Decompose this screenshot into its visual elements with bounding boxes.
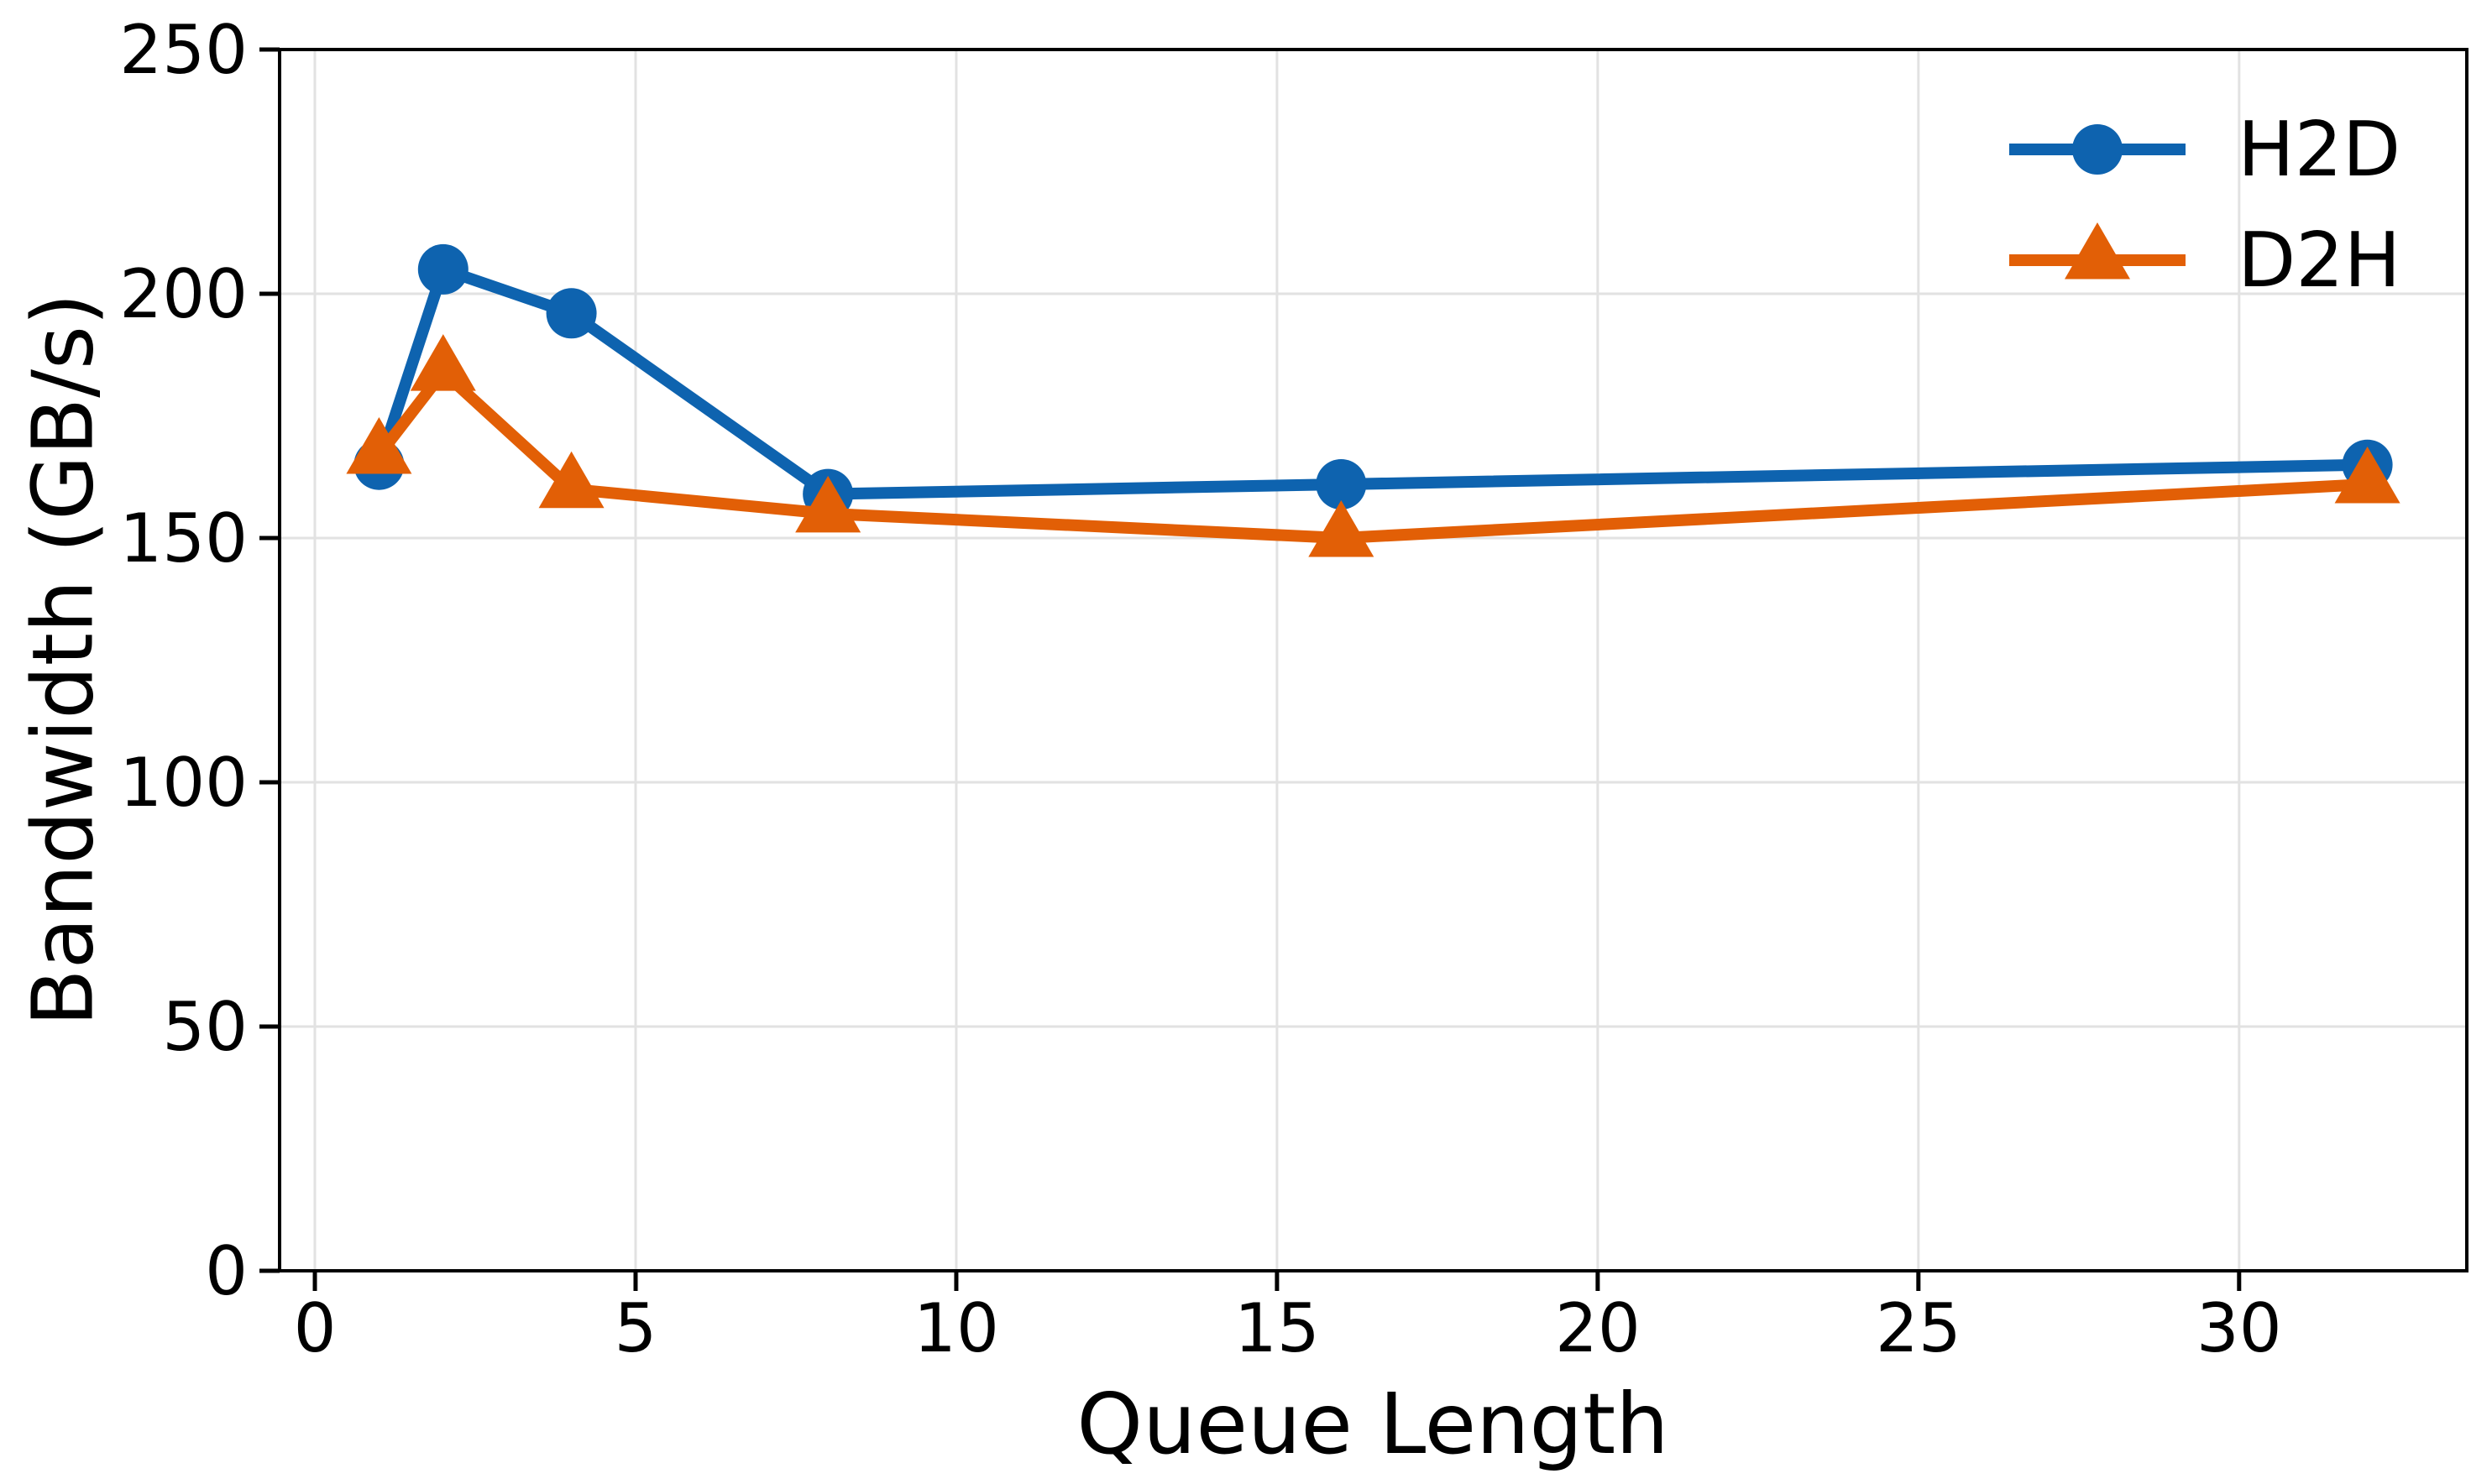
plot-border <box>278 48 2468 1272</box>
legend-label-d2h: D2H <box>2238 216 2401 305</box>
d2h-point-marker <box>346 417 412 474</box>
x-tick-label: 5 <box>615 1289 657 1367</box>
d2h-point-marker <box>2334 446 2400 504</box>
series-line <box>373 263 2368 500</box>
y-tick-label: 100 <box>119 744 248 822</box>
y-tick-label: 150 <box>119 499 248 577</box>
x-tick-label: 30 <box>2196 1289 2282 1367</box>
d2h-point-marker <box>410 334 476 391</box>
x-tick-label: 15 <box>1234 1289 1320 1367</box>
legend-sample-d2h <box>2009 222 2186 280</box>
y-tick-label: 50 <box>162 988 248 1066</box>
y-tick-label: 200 <box>119 255 248 333</box>
h2d-point-marker <box>417 243 469 295</box>
d2h-point-marker <box>538 451 605 509</box>
x-axis-ticks: 0 5 10 15 20 25 30 <box>294 1271 2282 1367</box>
h2d-point-marker <box>1316 458 1367 509</box>
d2h-point-marker <box>795 475 861 533</box>
x-tick-label: 10 <box>914 1289 999 1367</box>
y-axis-label: Bandwidth (GB/s) <box>13 292 113 1027</box>
y-tick-label: 250 <box>119 11 248 89</box>
d2h-point-marker <box>1308 500 1374 557</box>
x-tick-label: 20 <box>1555 1289 1641 1367</box>
legend-triangle-marker <box>2065 222 2130 280</box>
x-tick-label: 25 <box>1876 1289 1961 1367</box>
y-axis-ticks: 0 50 100 150 200 250 <box>119 11 280 1310</box>
legend-sample-h2d <box>2009 124 2186 175</box>
x-tick-label: 0 <box>294 1289 337 1367</box>
legend-circle-marker <box>2072 124 2123 175</box>
legend-label-h2d: H2D <box>2238 105 2401 194</box>
x-axis-label: Queue Length <box>1076 1375 1669 1473</box>
y-tick-label: 0 <box>205 1232 248 1310</box>
legend-item-h2d: H2D <box>2009 94 2400 205</box>
h2d-point-marker <box>546 288 597 339</box>
series-d2h <box>346 334 2400 557</box>
series-line <box>374 366 2368 544</box>
legend: H2D D2H <box>2009 94 2400 316</box>
legend-item-d2h: D2H <box>2009 205 2400 316</box>
